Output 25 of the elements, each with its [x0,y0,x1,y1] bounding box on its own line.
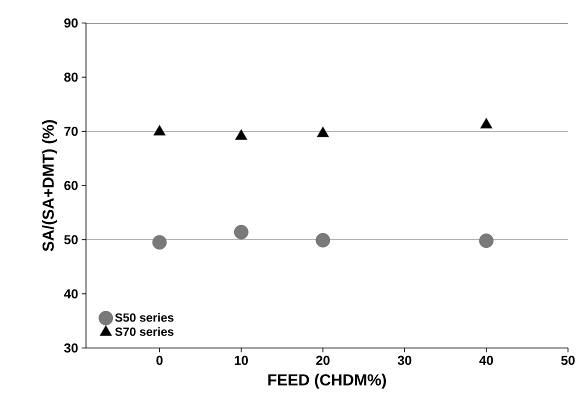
y-tick-label: 60 [64,180,78,190]
y-axis-title: SA/(SA+DMT) (%) [42,120,57,252]
y-tick-label: 80 [64,72,78,82]
point [480,118,493,129]
y-tick-label: 40 [64,289,78,298]
point [316,233,330,248]
point [479,234,494,248]
point [152,235,167,250]
point [153,124,166,136]
x-tick-label: 40 [479,356,493,365]
x-tick-label: 30 [398,356,412,365]
x-tick-label: 20 [316,356,330,365]
y-tick-label: 30 [64,343,78,353]
y-tick-label: 70 [64,126,78,136]
x-tick-label: 50 [561,356,575,365]
x-axis-title: FEED (CHDM%) [268,374,386,389]
x-tick-label: 0 [156,356,163,365]
legend-label: S70 series [115,327,174,336]
legend-label: S50 series [115,313,174,322]
point [234,224,248,240]
x-tick-label: 10 [234,356,248,365]
y-tick-label: 90 [64,18,78,28]
y-tick-label: 50 [64,235,78,244]
point [316,126,330,138]
point [234,129,248,140]
